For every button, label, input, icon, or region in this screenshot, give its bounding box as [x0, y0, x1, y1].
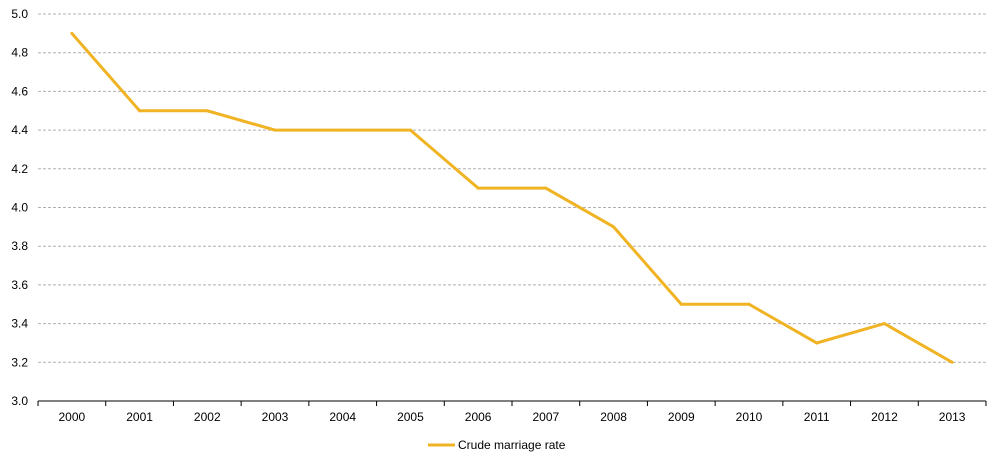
- y-tick-label: 4.4: [11, 123, 28, 137]
- legend: Crude marriage rate: [428, 438, 566, 452]
- x-tick-label: 2013: [939, 410, 966, 424]
- x-tick-label: 2005: [397, 410, 424, 424]
- data-point: [273, 128, 277, 132]
- data-point: [341, 128, 345, 132]
- x-tick-label: 2003: [262, 410, 289, 424]
- x-axis: [37, 400, 987, 406]
- data-point: [408, 128, 412, 132]
- x-tick-label: 2011: [804, 410, 830, 424]
- x-tick-label: 2007: [533, 410, 560, 424]
- y-tick-label: 3.0: [11, 394, 28, 408]
- x-tick-label: 2006: [465, 410, 492, 424]
- data-point: [815, 341, 819, 345]
- y-tick-label: 3.6: [11, 278, 28, 292]
- x-tick-label: 2001: [126, 410, 153, 424]
- series-line-crude-marriage-rate: [70, 32, 953, 364]
- series-group: [70, 31, 954, 364]
- y-tick-label: 4.2: [11, 162, 28, 176]
- data-point: [950, 360, 954, 364]
- data-point: [882, 322, 886, 326]
- x-tick-label: 2012: [871, 410, 898, 424]
- data-point: [70, 31, 74, 35]
- data-point: [476, 186, 480, 190]
- data-point: [612, 225, 616, 229]
- x-tick-label: 2009: [668, 410, 695, 424]
- legend-label-crude-marriage-rate: Crude marriage rate: [458, 438, 566, 452]
- y-axis-tick-labels: 3.0 3.2 3.4 3.6 3.8 4.0 4.2 4.4 4.6 4.8 5.0: [11, 7, 28, 408]
- y-tick-label: 4.0: [11, 201, 28, 215]
- y-tick-label: 3.4: [11, 317, 28, 331]
- y-tick-label: 4.6: [11, 84, 28, 98]
- data-point: [205, 109, 209, 113]
- x-tick-label: 2010: [736, 410, 763, 424]
- y-tick-label: 4.8: [11, 46, 28, 60]
- data-point: [138, 109, 142, 113]
- y-tick-label: 3.8: [11, 239, 28, 253]
- x-tick-label: 2002: [194, 410, 221, 424]
- x-tick-label: 2000: [59, 410, 86, 424]
- data-point: [679, 302, 683, 306]
- data-point: [544, 186, 548, 190]
- x-axis-tick-labels: 2000 2001 2002 2003 2004 2005 2006 2007 2008 2009…: [59, 410, 966, 424]
- y-tick-label: 3.2: [11, 355, 28, 369]
- gridlines: [38, 13, 986, 363]
- x-tick-label: 2008: [600, 410, 627, 424]
- x-tick-label: 2004: [329, 410, 356, 424]
- data-point: [747, 302, 751, 306]
- y-tick-label: 5.0: [11, 7, 28, 21]
